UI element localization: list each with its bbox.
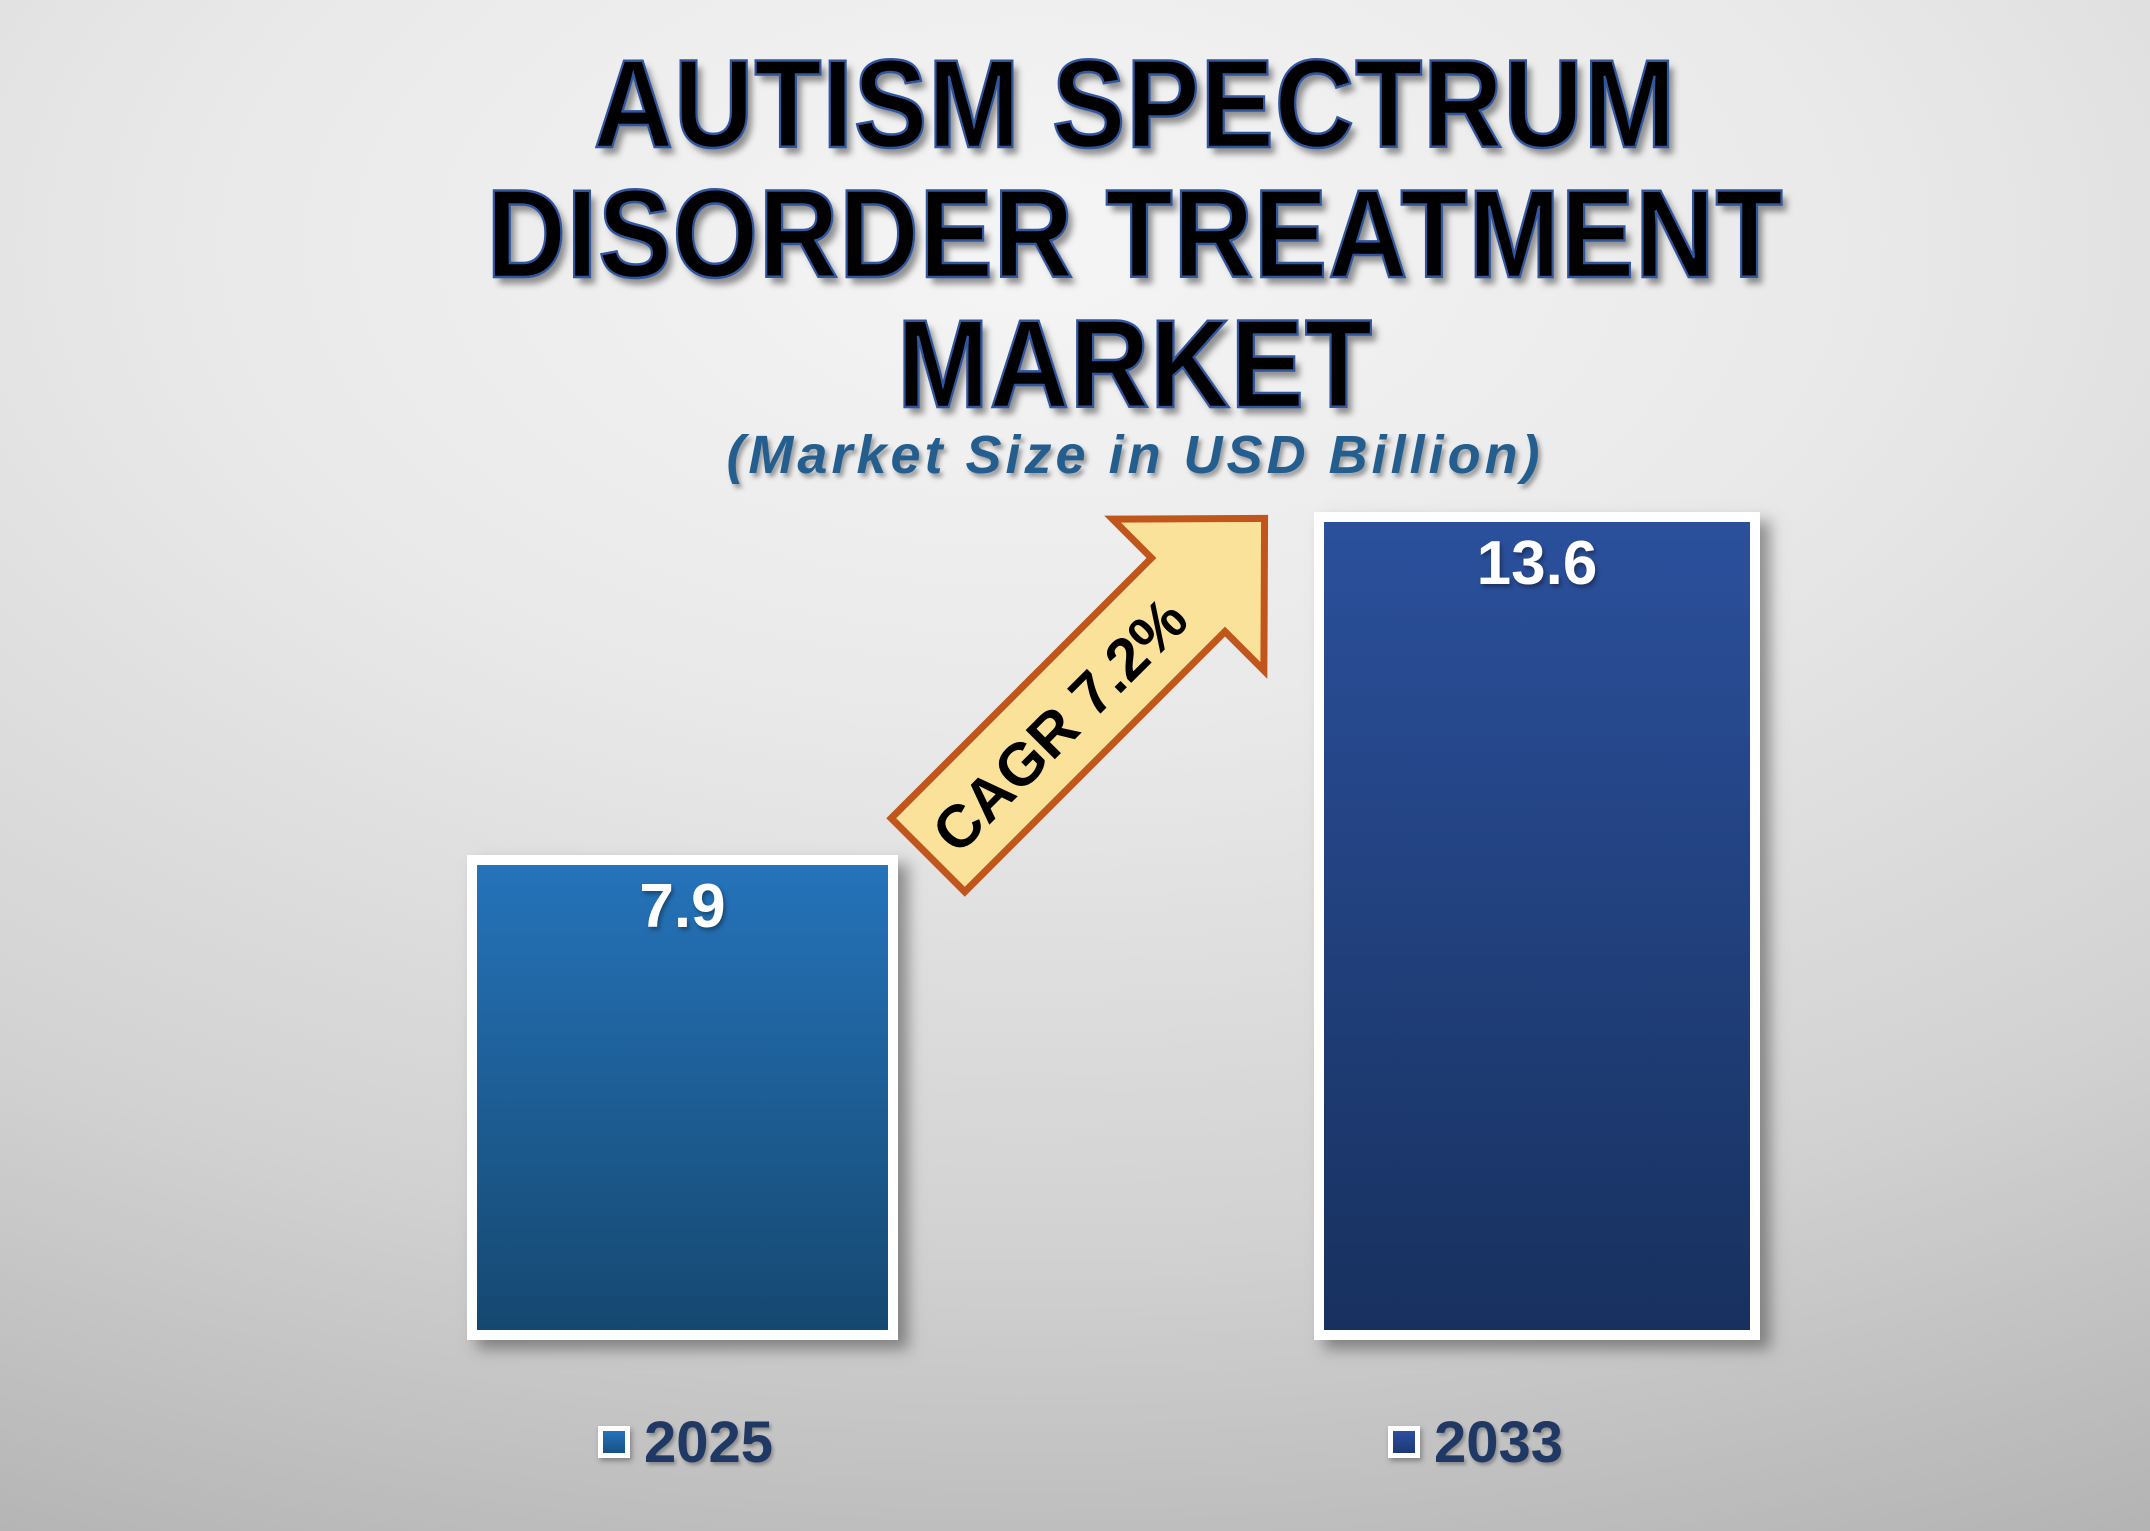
bar-2033: 13.6 [1314,512,1760,1340]
title-line-3: MARKET [896,295,1373,434]
title-line-2: DISORDER TREATMENT [485,165,1784,304]
bar-2025: 7.9 [467,855,898,1340]
bar-2033-value-label: 13.6 [1476,529,1598,598]
legend-label-2025: 2025 [644,1409,774,1475]
cagr-arrow: CAGR 7.2% [886,514,1269,897]
title-line-1: AUTISM SPECTRUM [593,35,1677,174]
legend-swatch-2033-icon [1388,1426,1420,1458]
bar-2025-value-label: 7.9 [639,872,726,941]
chart-subtitle: (Market Size in USD Billion) [726,425,1544,485]
legend-swatch-2025-icon [598,1426,630,1458]
cagr-arrow-label: CAGR 7.2% [919,585,1200,866]
growth-arrow-icon [886,514,1269,897]
legend-label-2033: 2033 [1434,1409,1564,1475]
legend-item-2033: 2033 [1388,1410,1563,1475]
legend-item-2025: 2025 [598,1410,773,1475]
chart-title: AUTISM SPECTRUM DISORDER TREATMENT MARKE… [110,35,2150,434]
